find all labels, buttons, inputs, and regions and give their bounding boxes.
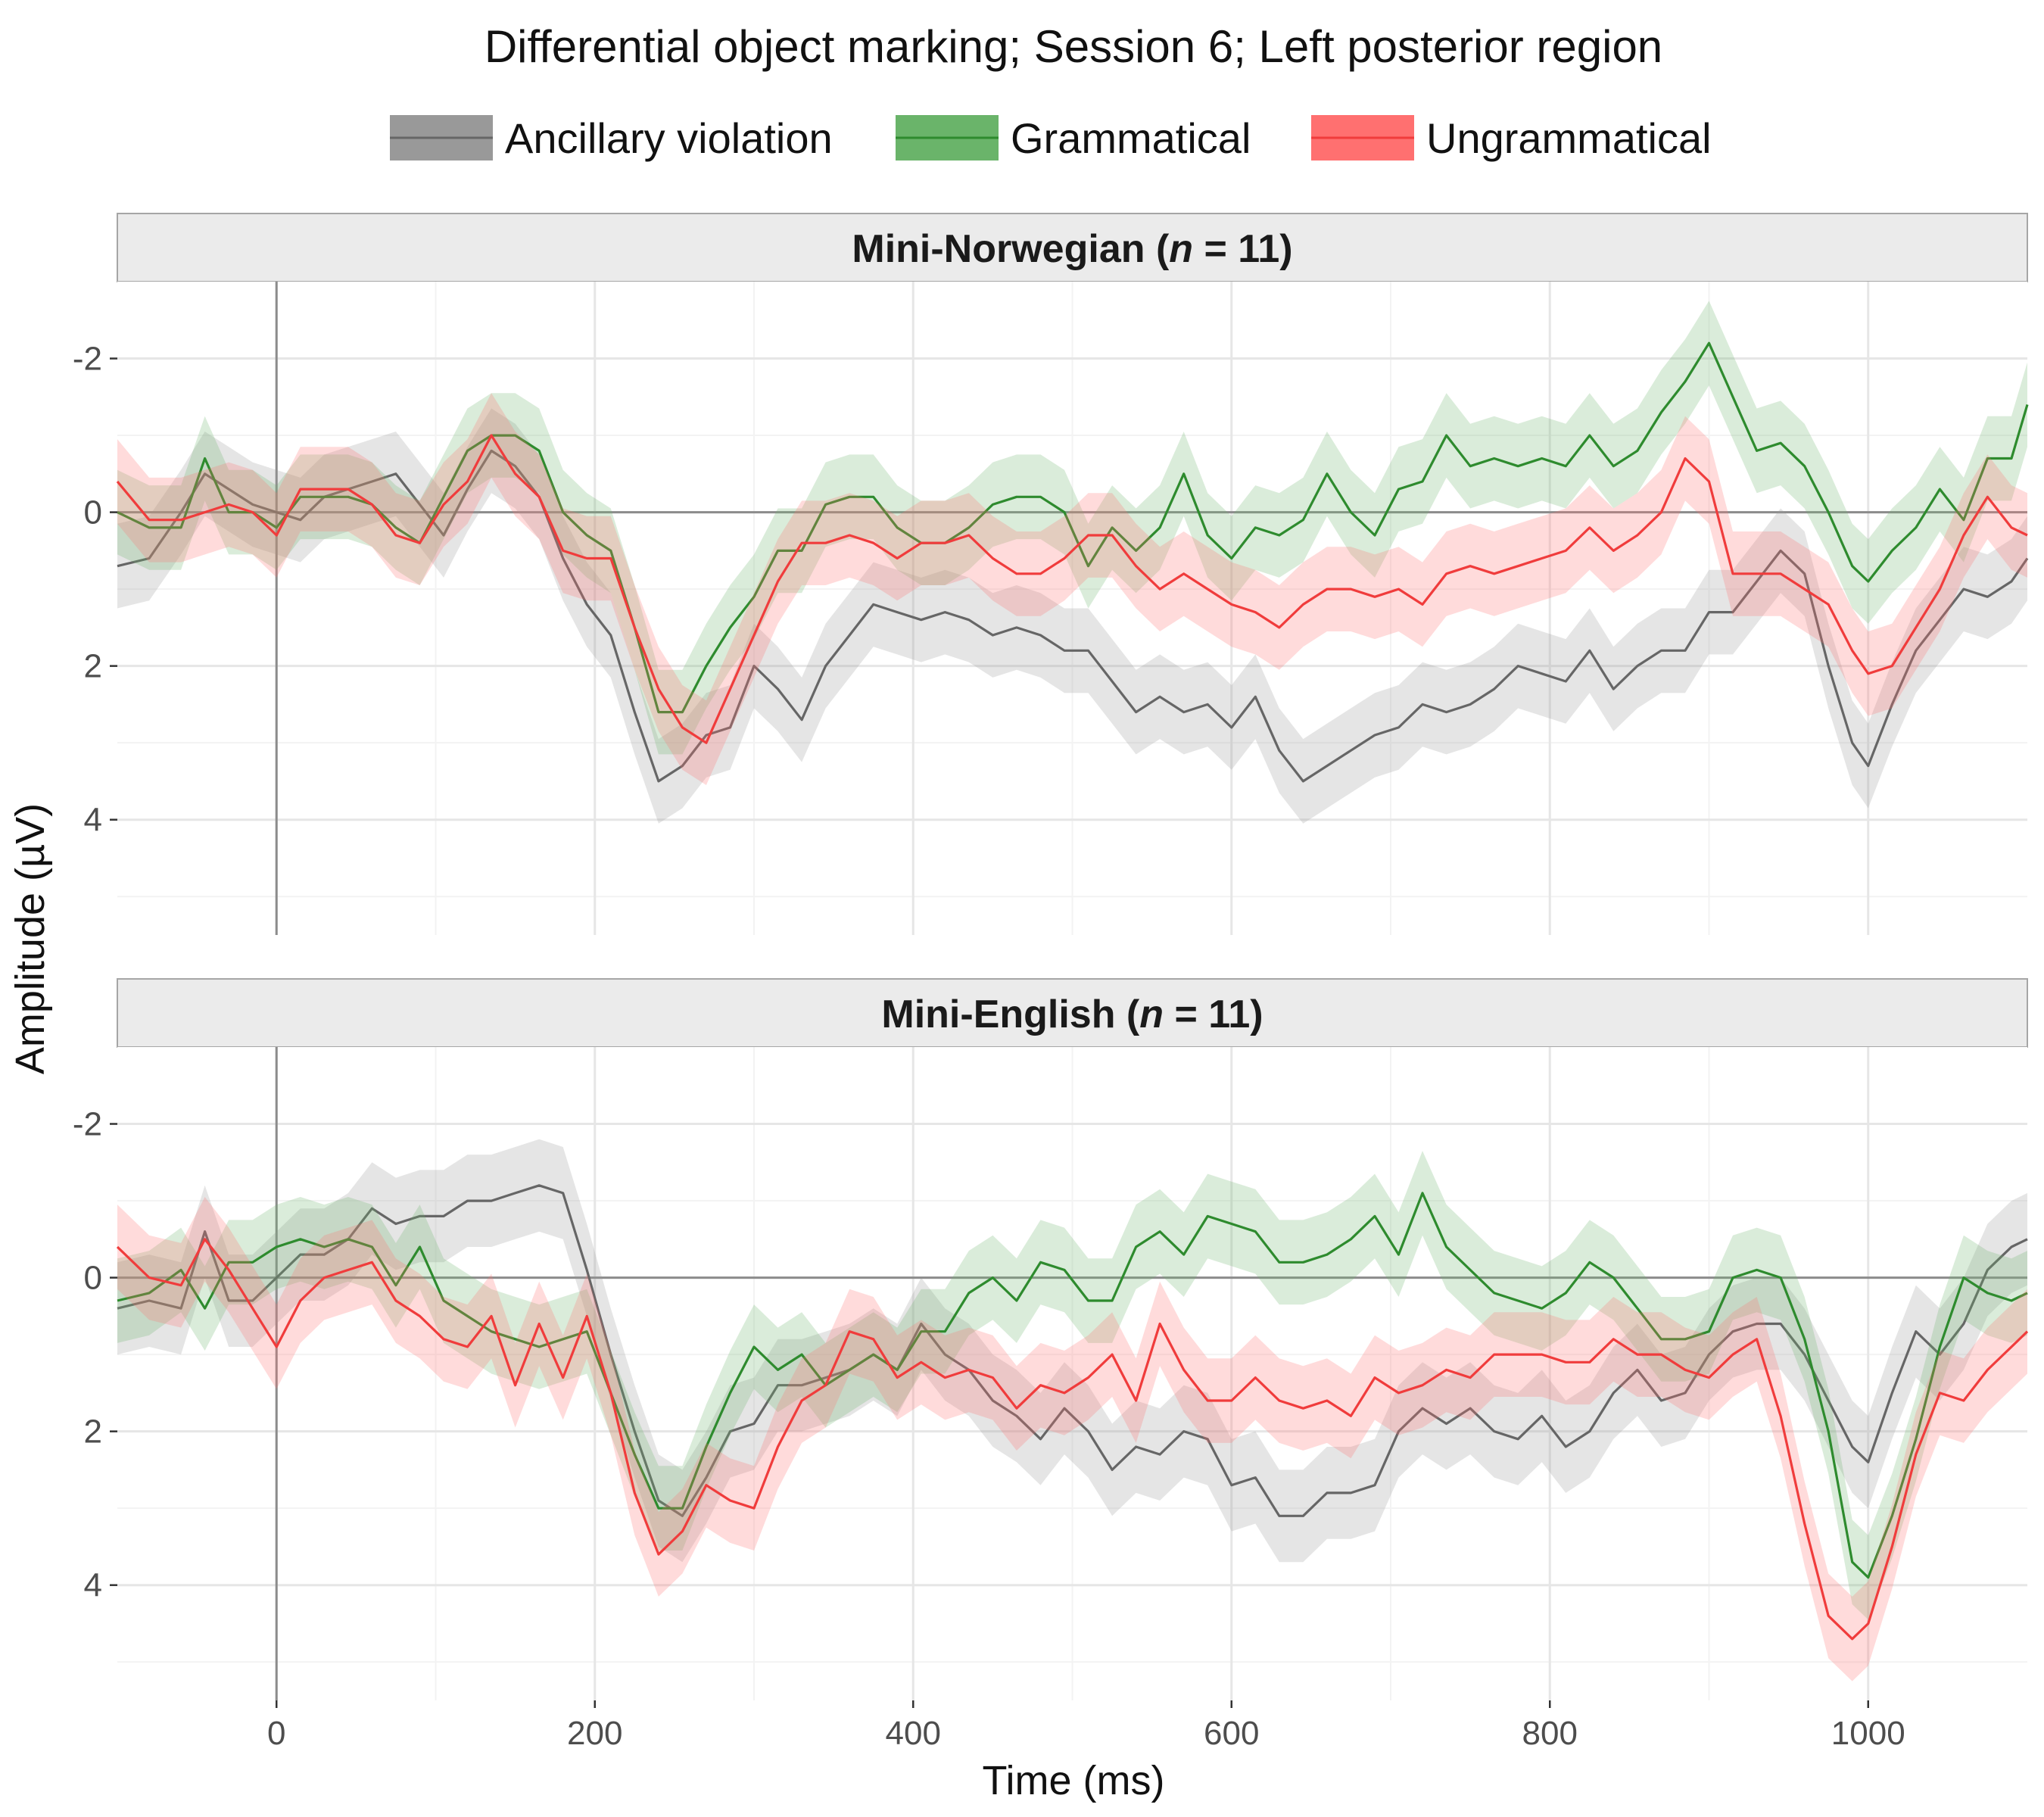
series-grammatical [117,1151,2028,1620]
x-tick-label: 400 [886,1715,941,1752]
x-tick-label: 200 [567,1715,622,1752]
panel-strip-label: Mini-Norwegian (n = 11) [852,227,1292,271]
line-ungrammatical [116,1238,2029,1641]
legend: Ancillary violation Grammatical Ungrammati… [390,114,1712,162]
y-tick-label: 2 [84,1413,102,1451]
y-tick-label: 2 [84,648,102,685]
legend-label-ancillary-violation: Ancillary violation [505,114,833,162]
ribbon-ancillary-violation [117,408,2027,824]
line-ancillary-violation [117,1184,2028,1517]
ribbon-grammatical [117,1151,2027,1620]
panel-1: Mini-Norwegian (n = 11) -2 0 2 4 [73,213,2029,935]
y-tick-label: -2 [73,341,102,378]
x-tick-label: 0 [267,1715,285,1752]
y-tick-label: 4 [84,802,102,839]
panel-strip [117,978,2028,1048]
x-tick-label: 600 [1204,1715,1259,1752]
y-tick-label: 0 [84,1260,102,1297]
y-axis-title: Amplitude (µV) [8,803,53,1074]
series-grammatical [117,301,2029,755]
x-tick-label: 1000 [1831,1715,1905,1752]
legend-item-grammatical: Grammatical [896,114,1251,162]
series-ungrammatical [116,393,2028,785]
series-ancillary-violation [117,1139,2028,1563]
series-ancillary-violation [117,408,2029,824]
series-ungrammatical [116,1197,2029,1681]
line-ungrammatical [116,434,2028,744]
y-tick-label: -2 [73,1106,102,1143]
line-ancillary-violation [117,449,2029,783]
line-grammatical [117,1192,2028,1579]
line-grammatical [117,341,2029,714]
panel-strip-label: Mini-English (n = 11) [881,993,1263,1036]
ribbon-ancillary-violation [117,1139,2027,1563]
ribbon-ungrammatical [117,1197,2027,1681]
ribbon-ungrammatical [117,393,2027,785]
legend-item-ancillary-violation: Ancillary violation [390,114,833,162]
y-tick-label: 0 [84,494,102,531]
x-axis-title: Time (ms) [983,1758,1165,1803]
legend-label-ungrammatical: Ungrammatical [1426,114,1712,162]
chart-title: Differential object marking; Session 6; … [485,21,1662,72]
x-tick-label: 800 [1522,1715,1578,1752]
legend-item-ungrammatical: Ungrammatical [1311,114,1712,162]
legend-label-grammatical: Grammatical [1011,114,1251,162]
panels: Mini-Norwegian (n = 11)-2024Mini-English… [73,213,2029,1752]
y-tick-label: 4 [84,1567,102,1604]
panel-2: Mini-English (n = 11) -2 0 2 4 0 200 400 600 800 1… [73,978,2029,1752]
panel-strip [117,213,2028,282]
